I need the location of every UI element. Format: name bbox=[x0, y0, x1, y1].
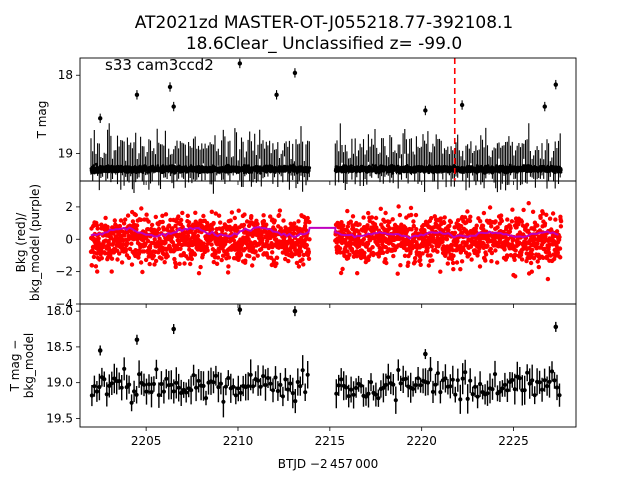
x-tick-label-2220: 2220 bbox=[406, 434, 437, 448]
chart-title-line2: 18.6Clear_ Unclassified z= -99.0 bbox=[186, 34, 462, 54]
sector-annotation: s33 cam3ccd2 bbox=[105, 56, 214, 74]
y-tick-label-1-1: −2 bbox=[55, 265, 73, 279]
binned-outlier-point-1 bbox=[292, 308, 298, 314]
outlier-point-8 bbox=[553, 82, 558, 87]
middle-ylabel: Bkg (red)/bkg_model (purple) bbox=[14, 184, 42, 301]
panel-middle: −4 −2 0 2 bbox=[55, 180, 577, 311]
outlier-point-3 bbox=[167, 84, 173, 90]
outlier-point-9 bbox=[542, 104, 547, 109]
background-points bbox=[88, 201, 564, 282]
x-axis-label: BTJD −2 457 000 bbox=[278, 457, 378, 471]
x-tick-label-2225: 2225 bbox=[498, 434, 529, 448]
panel-frame-2 bbox=[79, 303, 577, 428]
y-tick-label-1-2: 0 bbox=[65, 232, 73, 246]
photometry-errorbars bbox=[90, 123, 561, 194]
binned-outlier-point-6 bbox=[423, 351, 428, 357]
background-model-line bbox=[90, 225, 559, 240]
y-tick-label-1-3: 2 bbox=[65, 200, 73, 214]
outlier-point-4 bbox=[171, 104, 176, 109]
binned-outlier-point-5 bbox=[97, 348, 103, 353]
y-tick-label-0-0: 18 bbox=[58, 68, 73, 82]
y-tick-label-2-1: 18.5 bbox=[46, 340, 73, 354]
outlier-point-6 bbox=[274, 92, 279, 98]
outlier-point-1 bbox=[292, 70, 298, 76]
x-tick-label-2215: 2215 bbox=[315, 434, 346, 448]
panel-bottom: 2205 2210 2215 2220 2225 18.0 18.5 19.0 19.5 bbox=[46, 303, 577, 448]
x-tick-label-2210: 2210 bbox=[223, 434, 254, 448]
x-tick-label-2205: 2205 bbox=[131, 434, 162, 448]
y-tick-label-2-3: 19.5 bbox=[46, 411, 73, 425]
binned-outlier-point-4 bbox=[134, 337, 140, 343]
binned-outlier-point-2 bbox=[171, 326, 176, 332]
y-tick-label-0-1: 19 bbox=[58, 147, 73, 161]
outlier-point-10 bbox=[459, 102, 465, 108]
binned-outlier-point-3 bbox=[553, 324, 559, 330]
top-ylabel: T mag bbox=[35, 101, 49, 140]
bottom-ylabel: T mag −bkg_model bbox=[8, 333, 36, 399]
panel-frame-0 bbox=[79, 57, 577, 182]
y-tick-label-1-0: −4 bbox=[55, 297, 73, 311]
outlier-point-0 bbox=[237, 61, 243, 66]
chart-title-line1: AT2021zd MASTER-OT-J055218.77-392108.1 bbox=[135, 13, 514, 33]
binned-points bbox=[89, 366, 562, 405]
outlier-point-2 bbox=[134, 92, 140, 98]
y-tick-label-2-0: 18.0 bbox=[46, 304, 73, 318]
binned-outlier-point-0 bbox=[237, 307, 243, 313]
y-tick-label-2-2: 19.0 bbox=[46, 376, 73, 390]
outlier-point-7 bbox=[423, 108, 428, 113]
outlier-point-5 bbox=[98, 116, 103, 121]
binned-errorbars bbox=[91, 355, 561, 418]
